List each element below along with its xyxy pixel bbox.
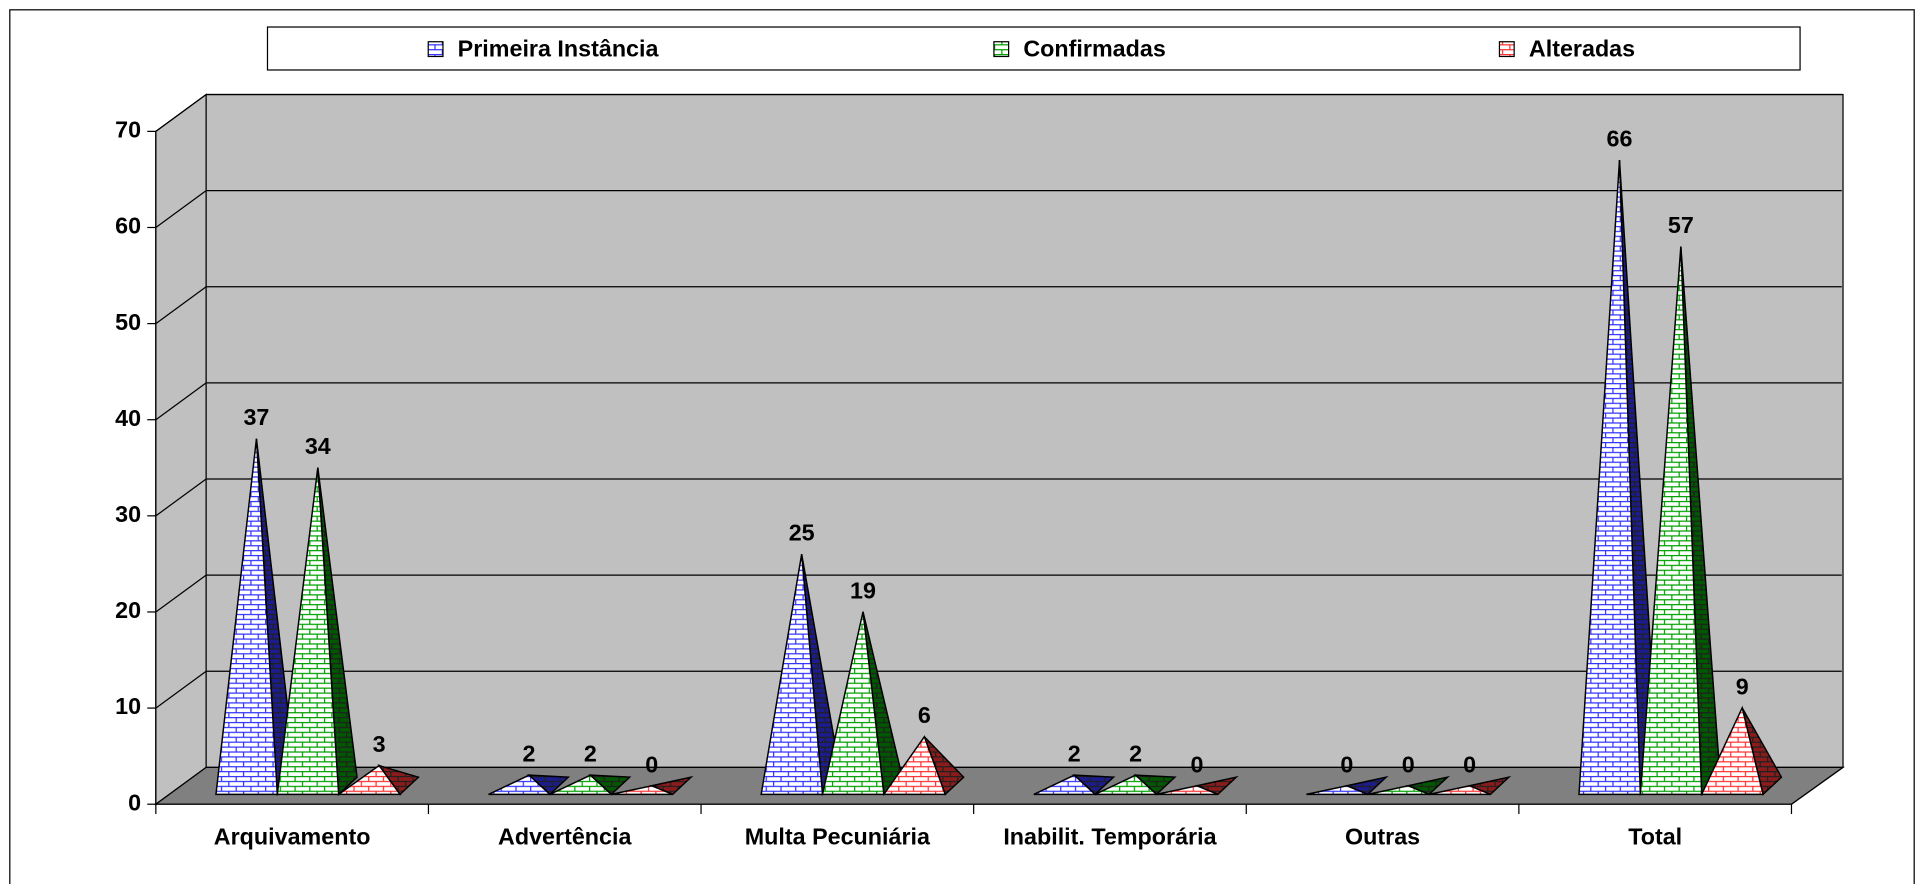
data-label: 2 <box>1129 741 1142 767</box>
data-label: 0 <box>1402 751 1415 777</box>
x-tick-label: Inabilit. Temporária <box>1003 824 1217 850</box>
pyramid <box>1033 774 1098 796</box>
pyramid <box>336 764 402 796</box>
pyramid <box>488 774 552 796</box>
pyramid <box>1306 785 1369 796</box>
x-tick-label: Advertência <box>498 824 632 850</box>
x-tick-label: Multa Pecuniária <box>745 824 931 850</box>
grid-line <box>155 478 207 517</box>
data-label: 34 <box>305 433 331 459</box>
data-label: 2 <box>523 741 536 767</box>
y-tick-label: 10 <box>115 693 141 719</box>
data-label: 6 <box>918 702 931 728</box>
pyramid <box>760 553 824 796</box>
data-label: 9 <box>1736 673 1749 699</box>
data-label: 2 <box>1068 741 1081 767</box>
data-label: 19 <box>850 577 876 603</box>
pyramid <box>1428 785 1491 796</box>
grid-line <box>155 94 207 132</box>
data-label: 25 <box>789 520 815 546</box>
y-tick-label: 70 <box>115 117 141 143</box>
grid-line <box>155 574 207 613</box>
pyramid <box>549 774 614 796</box>
data-label: 57 <box>1668 212 1694 238</box>
pyramid <box>1367 785 1430 796</box>
grid-line <box>155 190 207 228</box>
grid-line <box>155 286 207 325</box>
left-wall <box>155 93 207 806</box>
pyramid <box>215 438 279 796</box>
pyramid <box>276 467 340 796</box>
pyramid <box>882 735 947 796</box>
y-tick-label: 20 <box>115 597 141 623</box>
data-label: 66 <box>1607 126 1633 152</box>
legend-swatch <box>993 41 1010 58</box>
grid-line <box>155 382 207 421</box>
x-tick-label: Total <box>1628 824 1682 850</box>
y-tick-label: 0 <box>128 789 141 815</box>
grid-line <box>155 670 207 709</box>
floor-edge <box>1791 766 1844 805</box>
pyramid <box>1639 246 1703 796</box>
data-label: 3 <box>373 731 386 757</box>
y-tick-label: 40 <box>115 405 141 431</box>
legend-label: Alteradas <box>1529 35 1635 61</box>
legend-box <box>266 26 1801 71</box>
pyramid <box>1700 705 1764 796</box>
x-tick-label: Outras <box>1345 824 1420 850</box>
pyramid <box>1578 159 1642 796</box>
y-tick-label: 60 <box>115 213 141 239</box>
data-label: 37 <box>243 404 269 430</box>
legend-swatch <box>1498 41 1515 58</box>
data-label: 0 <box>1340 751 1353 777</box>
pyramid <box>1156 785 1219 796</box>
y-tick-label: 50 <box>115 309 141 335</box>
data-label: 0 <box>1463 751 1476 777</box>
data-label: 2 <box>584 741 597 767</box>
legend-label: Primeira Instância <box>458 35 660 61</box>
pyramid <box>821 611 885 796</box>
x-tick-label: Arquivamento <box>214 824 371 850</box>
chart-border <box>9 9 1915 884</box>
data-label: 0 <box>1190 751 1203 777</box>
pyramid <box>611 785 673 796</box>
legend-label: Confirmadas <box>1023 35 1165 61</box>
pyramid <box>1094 774 1159 796</box>
y-tick-label: 30 <box>115 501 141 527</box>
legend-swatch <box>427 41 444 58</box>
data-label: 0 <box>645 751 658 777</box>
